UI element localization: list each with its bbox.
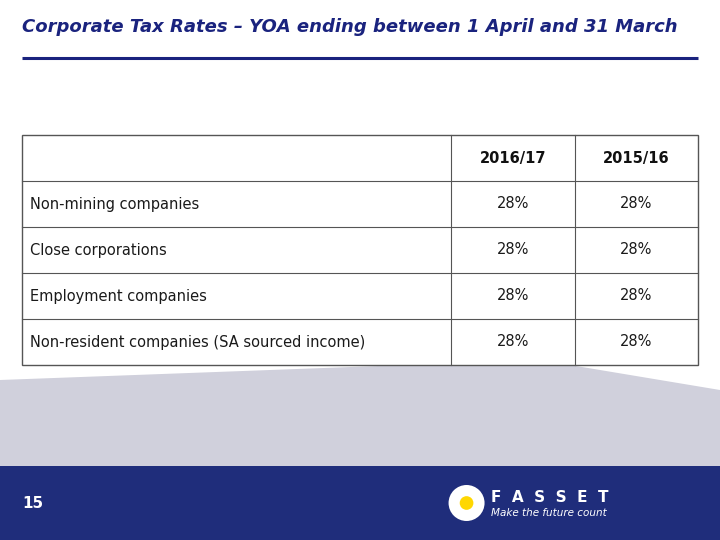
Text: Non-resident companies (SA sourced income): Non-resident companies (SA sourced incom… [30, 334, 365, 349]
Text: 28%: 28% [620, 288, 652, 303]
Text: Non-mining companies: Non-mining companies [30, 197, 199, 212]
Text: Employment companies: Employment companies [30, 288, 207, 303]
Ellipse shape [452, 494, 459, 500]
Text: 2016/17: 2016/17 [480, 151, 546, 165]
Text: 28%: 28% [497, 288, 529, 303]
Text: Corporate Tax Rates – YOA ending between 1 April and 31 March: Corporate Tax Rates – YOA ending between… [22, 18, 678, 36]
Ellipse shape [451, 503, 459, 507]
Text: 28%: 28% [620, 197, 652, 212]
Circle shape [460, 496, 474, 510]
Bar [0, 466, 720, 540]
Text: 28%: 28% [620, 334, 652, 349]
Polygon shape [0, 360, 720, 466]
Text: 28%: 28% [497, 242, 529, 258]
Text: 15: 15 [22, 496, 43, 510]
Ellipse shape [460, 488, 464, 495]
Ellipse shape [472, 509, 477, 516]
Ellipse shape [464, 511, 469, 519]
Ellipse shape [474, 494, 481, 500]
Circle shape [449, 485, 485, 521]
Ellipse shape [469, 488, 473, 495]
Text: 2015/16: 2015/16 [603, 151, 670, 165]
Bar [22, 135, 698, 365]
Ellipse shape [474, 503, 482, 507]
Text: Close corporations: Close corporations [30, 242, 167, 258]
Text: 28%: 28% [497, 334, 529, 349]
Ellipse shape [456, 509, 462, 516]
Text: 28%: 28% [620, 242, 652, 258]
Text: Make the future count: Make the future count [490, 508, 606, 518]
Text: 28%: 28% [497, 197, 529, 212]
Text: F  A  S  S  E  T: F A S S E T [490, 490, 608, 505]
